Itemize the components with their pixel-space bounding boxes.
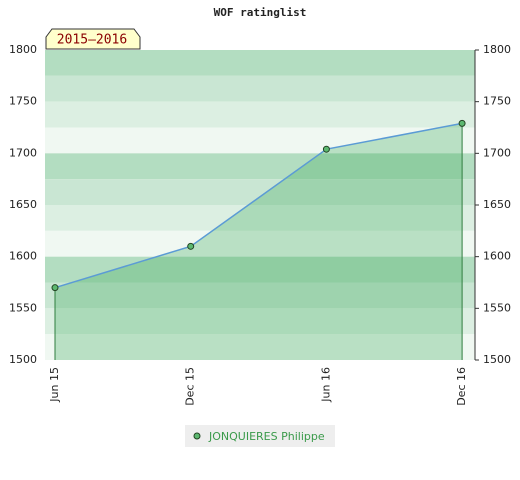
band — [45, 50, 475, 76]
band — [45, 127, 475, 154]
band — [45, 308, 475, 335]
y-tick-label: 1500 — [9, 353, 37, 366]
badge: 2015–2016 — [57, 33, 127, 48]
x-tick-label: Jun 16 — [319, 367, 332, 403]
y2-tick-label: 1550 — [483, 301, 511, 314]
y2-tick-label: 1600 — [483, 250, 511, 263]
legend-marker — [193, 432, 201, 440]
marker — [322, 145, 330, 153]
marker — [458, 119, 466, 127]
legend-box — [185, 425, 335, 447]
badge-box — [45, 28, 141, 50]
band — [45, 282, 475, 309]
marker — [187, 242, 195, 250]
y2-tick-label: 1700 — [483, 146, 511, 159]
y-tick-label: 1750 — [9, 95, 37, 108]
band — [45, 205, 475, 231]
y2-tick-label: 1500 — [483, 353, 511, 366]
band — [45, 179, 475, 205]
area — [55, 123, 463, 360]
y-tick-label: 1600 — [9, 250, 37, 263]
y-tick-label: 1550 — [9, 301, 37, 314]
band — [45, 75, 475, 102]
band — [45, 153, 475, 180]
y-tick-label: 1700 — [9, 146, 37, 159]
x-tick-label: Dec 16 — [455, 367, 468, 406]
y2-tick-label: 1750 — [483, 95, 511, 108]
band — [45, 101, 475, 128]
band — [45, 230, 475, 257]
y-tick-label: 1650 — [9, 198, 37, 211]
legend-label: JONQUIERES Philippe — [208, 430, 325, 443]
y2-tick-label: 1650 — [483, 198, 511, 211]
y-tick-label: 1800 — [9, 43, 37, 56]
line — [54, 122, 463, 289]
marker — [51, 284, 59, 292]
band — [45, 334, 475, 360]
y2-tick-label: 1800 — [483, 43, 511, 56]
x-tick-label: Dec 15 — [184, 367, 197, 406]
x-tick-label: Jun 15 — [48, 367, 61, 403]
chart-title: WOF ratinglist — [214, 6, 307, 19]
